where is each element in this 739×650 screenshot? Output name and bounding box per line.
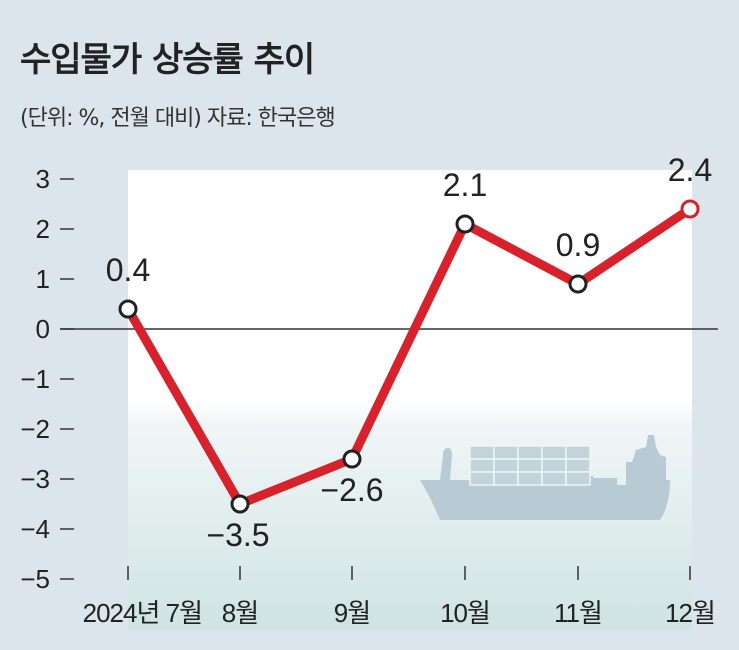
data-label: 2.4 — [668, 152, 712, 188]
y-tick-label: 3 — [36, 164, 50, 194]
y-tick-label: 0 — [36, 314, 50, 344]
y-tick-label: −5 — [20, 564, 50, 594]
data-point — [230, 494, 250, 514]
x-tick-label: 10월 — [440, 598, 490, 628]
x-tick-label: 2024년 7월 — [83, 598, 202, 628]
y-tick-label: −4 — [20, 514, 50, 544]
ship-illustration — [420, 435, 670, 520]
data-point — [680, 199, 700, 219]
data-point — [118, 299, 138, 319]
plot-area — [128, 170, 692, 630]
x-tick-label: 11월 — [554, 598, 602, 628]
data-label: 0.4 — [106, 252, 150, 288]
data-label: −3.5 — [206, 517, 269, 553]
y-tick-label: −1 — [20, 364, 50, 394]
y-tick-label: −3 — [20, 464, 50, 494]
data-point — [455, 214, 475, 234]
data-label: −2.6 — [320, 472, 383, 508]
data-label: 0.9 — [556, 227, 600, 263]
chart-subtitle: (단위: %, 전월 대비) 자료: 한국은행 — [20, 106, 336, 131]
y-tick-label: −2 — [20, 414, 50, 444]
x-tick-label: 12월 — [665, 598, 715, 628]
series-line — [124, 205, 693, 510]
y-tick-label: 2 — [36, 214, 50, 244]
x-tick-label: 8월 — [222, 598, 258, 628]
chart-title: 수입물가 상승률 추이 — [20, 40, 315, 80]
y-tick-label: 1 — [36, 264, 50, 294]
x-tick-label: 9월 — [334, 598, 370, 628]
data-point — [342, 449, 362, 469]
data-point — [568, 274, 588, 294]
data-label: 2.1 — [443, 167, 487, 203]
